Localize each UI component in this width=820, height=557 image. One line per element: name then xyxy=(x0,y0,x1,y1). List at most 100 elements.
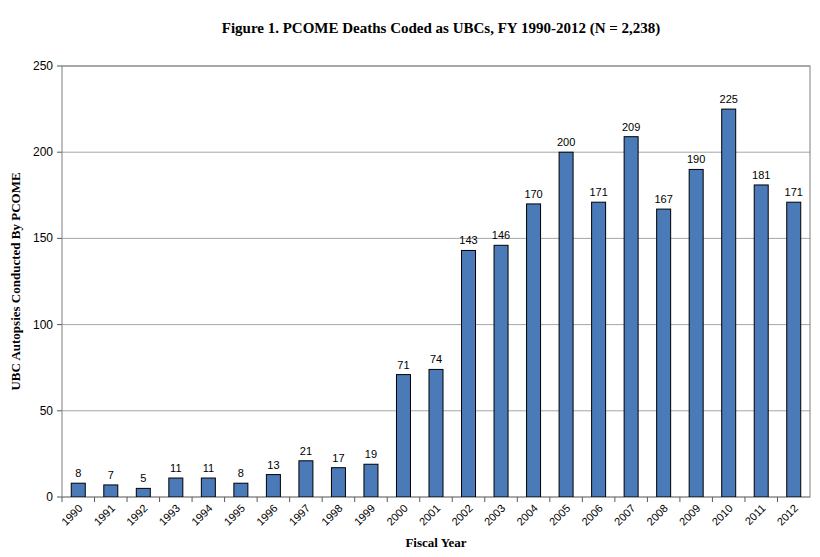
bar xyxy=(396,375,410,497)
data-labels: 8751111813211719717414314617020017120916… xyxy=(75,93,803,484)
data-label: 167 xyxy=(654,193,672,205)
tick-mark xyxy=(57,152,62,153)
data-label: 19 xyxy=(365,448,377,460)
bar xyxy=(266,475,280,497)
tick-mark xyxy=(387,497,388,502)
tick-mark xyxy=(127,497,128,502)
data-label: 209 xyxy=(622,121,640,133)
bar xyxy=(71,483,85,497)
tick-label: 2009 xyxy=(677,502,703,528)
tick-mark xyxy=(57,324,62,325)
bar xyxy=(494,245,508,497)
tick-mark xyxy=(57,410,62,411)
tick-label: 2008 xyxy=(644,502,670,528)
data-label: 5 xyxy=(140,472,146,484)
bar xyxy=(559,152,573,497)
tick-label: 2010 xyxy=(709,502,735,528)
tick-label: 2001 xyxy=(417,502,443,528)
tick-label: 200 xyxy=(33,145,53,159)
tick-label: 2000 xyxy=(384,502,410,528)
data-label: 171 xyxy=(589,186,607,198)
tick-mark xyxy=(57,497,62,498)
chart: 0501001502002508751111813211719717414314… xyxy=(0,0,820,557)
plot-frame xyxy=(62,66,810,497)
tick-label: 0 xyxy=(46,490,53,504)
tick-mark xyxy=(94,497,95,502)
bar xyxy=(136,488,150,497)
data-label: 11 xyxy=(170,462,181,474)
data-label: 13 xyxy=(267,459,279,471)
tick-label: 1999 xyxy=(352,502,378,528)
tick-label: 150 xyxy=(33,231,53,245)
data-label: 17 xyxy=(332,452,344,464)
bar xyxy=(527,204,541,497)
plot-area xyxy=(62,66,810,497)
tick-mark xyxy=(712,497,713,502)
bars xyxy=(71,109,800,497)
tick-label: 2011 xyxy=(742,502,767,527)
tick-label: 2005 xyxy=(547,502,573,528)
data-label: 170 xyxy=(524,188,542,200)
tick-mark xyxy=(354,497,355,502)
y-axis-title: UBC Autopsies Conducted By PCOME xyxy=(8,172,23,390)
tick-mark xyxy=(679,497,680,502)
tick-mark xyxy=(484,497,485,502)
tick-label: 2002 xyxy=(449,502,475,528)
bar xyxy=(624,137,638,497)
x-axis: 1990199119921993199419951996199719981999… xyxy=(59,497,800,528)
data-label: 143 xyxy=(459,234,477,246)
page: {"chart_data": {"type": "bar", "title": … xyxy=(0,0,820,557)
tick-label: 1998 xyxy=(319,502,345,528)
tick-mark xyxy=(224,497,225,502)
data-label: 7 xyxy=(108,469,114,481)
tick-label: 50 xyxy=(40,404,54,418)
tick-label: 2004 xyxy=(514,502,540,528)
tick-label: 100 xyxy=(33,318,53,332)
tick-mark xyxy=(159,497,160,502)
bar xyxy=(462,250,476,497)
bar xyxy=(104,485,118,497)
bar xyxy=(364,464,378,497)
tick-label: 2006 xyxy=(579,502,605,528)
tick-mark xyxy=(322,497,323,502)
x-axis-title: Fiscal Year xyxy=(405,535,466,550)
bar xyxy=(689,169,703,497)
data-label: 21 xyxy=(300,445,312,457)
bar xyxy=(429,369,443,497)
tick-label: 1992 xyxy=(124,502,150,528)
tick-mark xyxy=(549,497,550,502)
data-label: 171 xyxy=(785,186,803,198)
bar xyxy=(201,478,215,497)
tick-mark xyxy=(62,497,63,502)
tick-label: 250 xyxy=(33,59,53,73)
tick-label: 1995 xyxy=(221,502,247,528)
tick-mark xyxy=(517,497,518,502)
data-label: 190 xyxy=(687,153,705,165)
tick-label: 2003 xyxy=(482,502,508,528)
data-label: 225 xyxy=(720,93,738,105)
data-label: 8 xyxy=(75,467,81,479)
tick-label: 2012 xyxy=(774,502,800,528)
tick-mark xyxy=(57,66,62,67)
tick-mark xyxy=(192,497,193,502)
tick-mark xyxy=(614,497,615,502)
bar xyxy=(754,185,768,497)
bar xyxy=(299,461,313,497)
data-label: 8 xyxy=(238,467,244,479)
tick-label: 2007 xyxy=(612,502,638,528)
tick-mark xyxy=(257,497,258,502)
bar xyxy=(169,478,183,497)
bar xyxy=(657,209,671,497)
tick-mark xyxy=(777,497,778,502)
data-label: 74 xyxy=(430,353,442,365)
data-label: 181 xyxy=(752,169,770,181)
tick-label: 1991 xyxy=(91,502,117,528)
tick-label: 1996 xyxy=(254,502,280,528)
bar xyxy=(234,483,248,497)
data-label: 200 xyxy=(557,136,575,148)
tick-label: 1997 xyxy=(287,502,313,528)
tick-mark xyxy=(647,497,648,502)
tick-label: 1990 xyxy=(59,502,85,528)
tick-mark xyxy=(744,497,745,502)
data-label: 71 xyxy=(397,359,409,371)
